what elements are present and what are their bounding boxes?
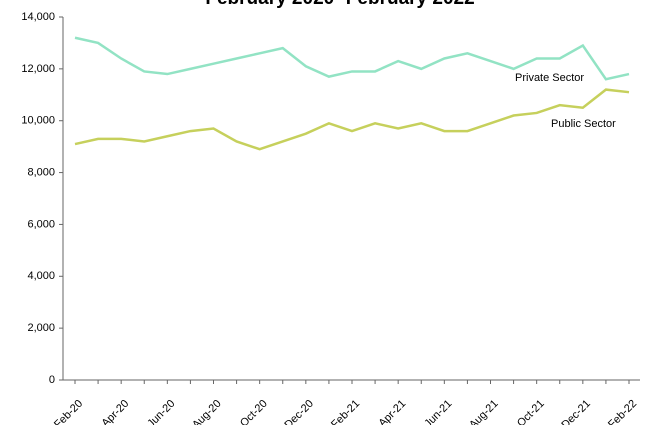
series-label: Public Sector — [551, 118, 616, 130]
x-tick-label: Jun-21 — [422, 398, 454, 425]
x-tick-label: Jun-20 — [145, 398, 177, 425]
y-tick-label: 14,000 — [21, 11, 55, 23]
x-tick-label: Oct-21 — [515, 398, 547, 425]
y-tick-label: 2,000 — [27, 322, 55, 334]
x-tick-label: Feb-20 — [52, 398, 85, 425]
x-tick-label: Aug-21 — [467, 398, 501, 425]
x-tick-label: Aug-20 — [190, 398, 224, 425]
x-tick-label: Oct-20 — [238, 398, 270, 425]
y-tick-label: 4,000 — [27, 270, 55, 282]
x-tick-label: Apr-21 — [377, 398, 409, 425]
line — [74, 88, 630, 151]
y-tick-label: 0 — [49, 374, 55, 386]
y-tick-label: 6,000 — [27, 218, 55, 230]
y-tick-label: 10,000 — [21, 115, 55, 127]
x-tick-label: Feb-21 — [329, 398, 362, 425]
line — [74, 36, 630, 81]
y-tick-label: 12,000 — [21, 63, 55, 75]
x-tick-label: Dec-21 — [559, 398, 593, 425]
series-label: Private Sector — [515, 72, 584, 84]
y-tick-label: 8,000 — [27, 166, 55, 178]
chart-title: February 2020- February 2022 — [205, 0, 474, 9]
x-tick-label: Apr-20 — [100, 398, 132, 425]
x-tick-label: Dec-20 — [282, 398, 316, 425]
x-tick-label: Feb-22 — [606, 398, 639, 425]
